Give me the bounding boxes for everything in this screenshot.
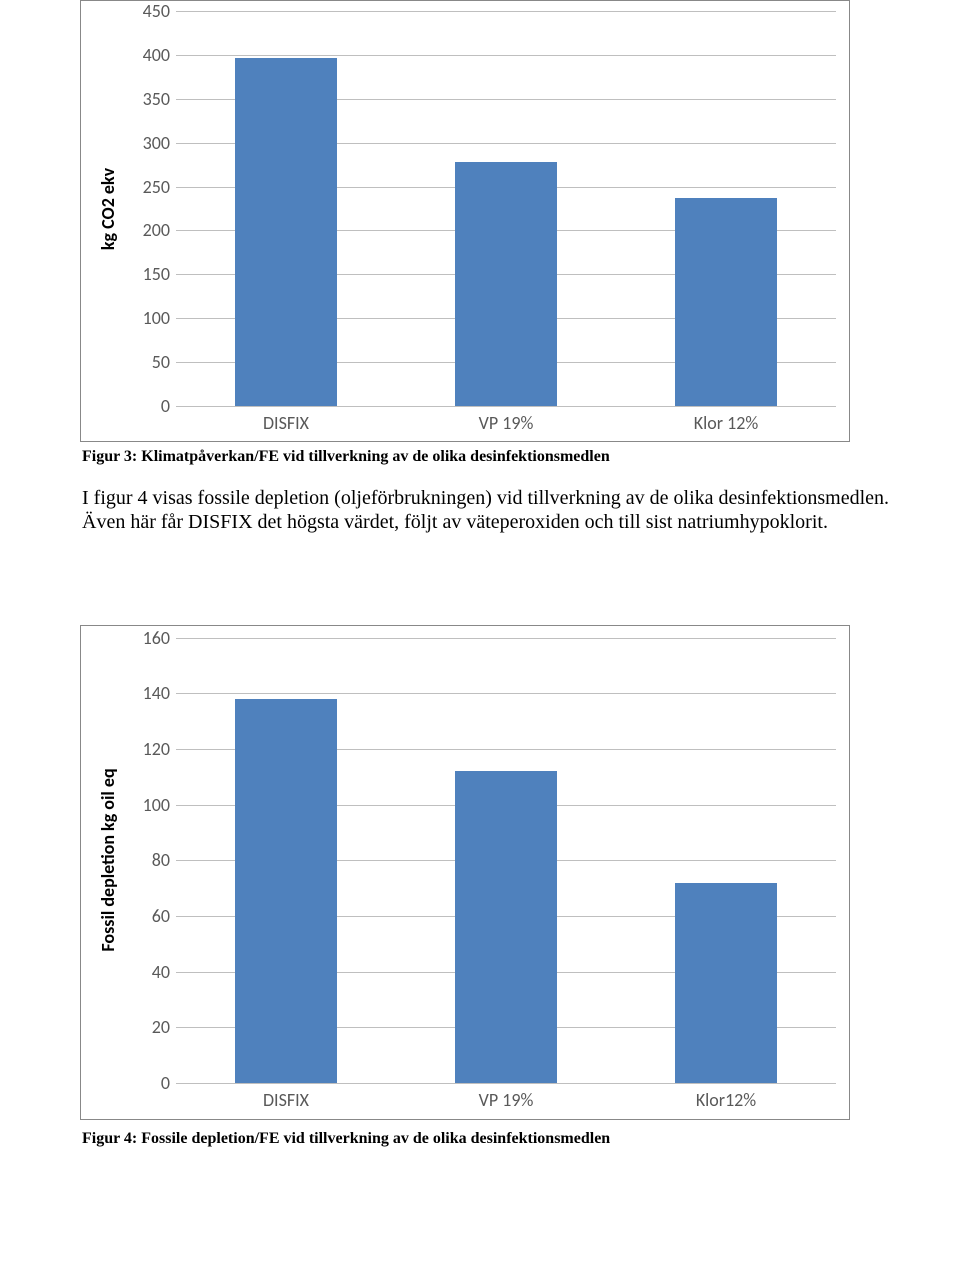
bar <box>235 699 336 1083</box>
figure-3-caption: Figur 3: Klimatpåverkan/FE vid tillverkn… <box>82 448 930 466</box>
bar <box>675 198 776 406</box>
x-tick-label: DISFIX <box>263 1083 309 1111</box>
y-tick-label: 160 <box>143 627 176 649</box>
y-tick-label: 80 <box>152 849 176 871</box>
chart-fossil-depletion: 020406080100120140160DISFIXVP 19%Klor12%… <box>80 625 850 1120</box>
figure-4-caption: Figur 4: Fossile depletion/FE vid tillve… <box>82 1130 930 1148</box>
y-tick-label: 400 <box>143 44 176 66</box>
y-tick-label: 200 <box>143 219 176 241</box>
body-paragraph: I figur 4 visas fossile depletion (oljef… <box>82 486 930 535</box>
y-tick-label: 60 <box>152 905 176 927</box>
plot-area: 050100150200250300350400450DISFIXVP 19%K… <box>176 11 836 407</box>
y-tick-label: 150 <box>143 263 176 285</box>
x-tick-label: DISFIX <box>263 406 309 434</box>
y-axis-label: Fossil depletion kg oil eq <box>97 769 119 952</box>
y-tick-label: 100 <box>143 794 176 816</box>
y-tick-label: 450 <box>143 0 176 22</box>
gridline <box>176 55 836 56</box>
y-tick-label: 140 <box>143 682 176 704</box>
bar <box>455 162 556 406</box>
x-tick-label: Klor12% <box>696 1083 756 1111</box>
chart-klimatpaverkan: 0 50 100 150 200 250 300 350 400 450 DISFIX VP 19% K… <box>80 0 850 442</box>
bar <box>235 58 336 406</box>
y-tick-label: 250 <box>143 176 176 198</box>
y-axis-label: kg CO2 ekv <box>97 167 119 249</box>
y-tick-label: 300 <box>143 132 176 154</box>
page: 050100150200250300350400450DISFIXVP 19%K… <box>0 0 960 1206</box>
bar <box>675 883 776 1083</box>
y-tick-label: 0 <box>161 1072 176 1094</box>
y-tick-label: 50 <box>152 351 176 373</box>
y-tick-label: 100 <box>143 307 176 329</box>
x-tick-label: Klor 12% <box>694 406 758 434</box>
y-tick-label: 120 <box>143 738 176 760</box>
x-tick-label: VP 19% <box>479 406 534 434</box>
gridline <box>176 693 836 694</box>
y-tick-label: 20 <box>152 1016 176 1038</box>
plot-area: 020406080100120140160DISFIXVP 19%Klor12% <box>176 638 836 1084</box>
x-tick-label: VP 19% <box>479 1083 534 1111</box>
gridline <box>176 638 836 639</box>
y-tick-label: 40 <box>152 961 176 983</box>
gridline <box>176 11 836 12</box>
bar <box>455 771 556 1083</box>
y-tick-label: 350 <box>143 88 176 110</box>
y-tick-label: 0 <box>161 395 176 417</box>
